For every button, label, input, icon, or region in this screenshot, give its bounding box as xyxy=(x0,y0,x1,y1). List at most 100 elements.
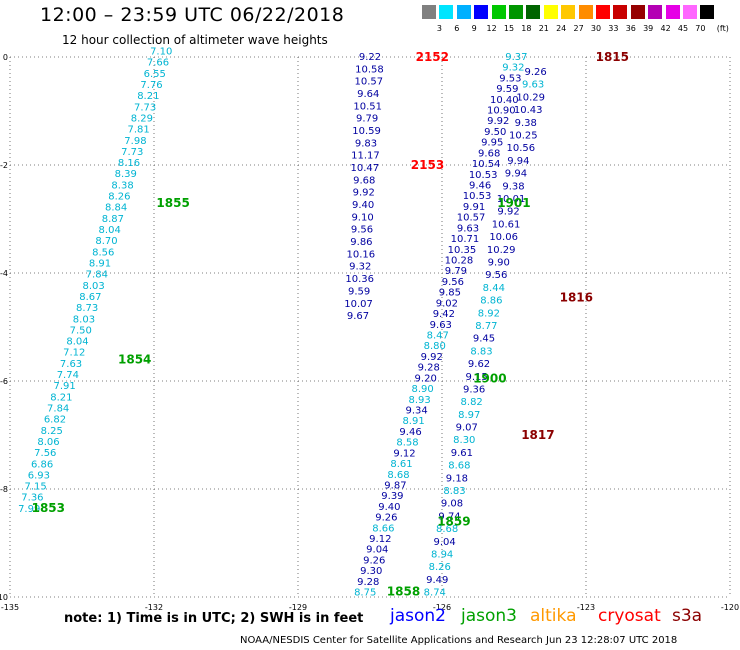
y-tick-label: -2 xyxy=(0,161,8,170)
track-b-value-label: 9.32 xyxy=(349,262,371,273)
track-c-value-label: 10.54 xyxy=(472,159,501,170)
track-d-value-label: 9.56 xyxy=(485,270,507,281)
track-d-value-label: 8.82 xyxy=(461,397,483,408)
track-b-value-label: 10.36 xyxy=(345,274,374,285)
track-c-value-label: 9.40 xyxy=(378,502,400,513)
track-d-value-label: 9.63 xyxy=(522,80,544,91)
track-c-value-label: 9.95 xyxy=(481,138,503,149)
colorbar-swatch xyxy=(700,5,715,19)
track-c-value-label: 8.58 xyxy=(396,438,418,449)
track-d-value-label: 8.92 xyxy=(478,308,500,319)
colorbar-label: 70 xyxy=(695,24,706,33)
colorbar-swatch xyxy=(491,5,506,19)
pass-time-label: 2153 xyxy=(411,158,444,172)
track-c-value-label: 8.91 xyxy=(402,416,424,427)
track-d-value-label: 10.29 xyxy=(516,92,545,103)
track-d-value-label: 9.94 xyxy=(505,169,527,180)
track-d-value-label: 10.61 xyxy=(492,219,521,230)
track-c-value-label: 8.66 xyxy=(372,523,394,534)
track-b-value-label: 9.83 xyxy=(355,138,377,149)
track-c-value-label: 10.35 xyxy=(448,245,477,256)
colorbar-swatch xyxy=(439,5,454,19)
colorbar-label: 45 xyxy=(677,24,689,33)
colorbar-swatch xyxy=(665,5,680,19)
track-a-value-label: 8.25 xyxy=(41,426,63,437)
track-c-value-label: 9.63 xyxy=(457,223,479,234)
track-a-value-label: 7.36 xyxy=(21,493,43,504)
track-d-value-label: 10.29 xyxy=(487,245,516,256)
track-a-value-label: 8.03 xyxy=(73,314,95,325)
track-a-value-label: 8.84 xyxy=(105,203,127,214)
track-d-value-label: 8.68 xyxy=(448,461,470,472)
y-tick-label: 0 xyxy=(3,53,8,62)
colorbar-label: 24 xyxy=(556,24,567,33)
pass-time-label: 1858 xyxy=(387,585,420,599)
track-b-value-label: 9.86 xyxy=(350,237,372,248)
track-c-value-label: 10.53 xyxy=(469,170,498,181)
track-c-value-label: 9.59 xyxy=(496,84,518,95)
track-b-value-label: 10.51 xyxy=(353,101,382,112)
track-d-value-label: 8.26 xyxy=(429,562,451,573)
x-tick-label: -132 xyxy=(145,603,163,612)
track-a-value-label: 8.56 xyxy=(92,247,114,258)
colorbar-swatch xyxy=(648,5,663,19)
colorbar-swatch xyxy=(630,5,645,19)
track-d-value-label: 9.15 xyxy=(465,372,487,383)
track-a-value-label: 6.82 xyxy=(44,415,66,426)
track-d-value-label: 8.68 xyxy=(436,524,458,535)
track-a-value-label: 8.70 xyxy=(95,236,117,247)
track-d-value-label: 9.18 xyxy=(446,473,468,484)
track-c-value-label: 10.90 xyxy=(487,105,516,116)
track-c-value-label: 9.87 xyxy=(384,480,406,491)
track-c-value-label: 9.20 xyxy=(415,373,437,384)
track-a-value-label: 8.21 xyxy=(50,392,72,403)
track-d-value-label: 9.49 xyxy=(426,575,448,586)
track-b-value-label: 9.79 xyxy=(356,114,378,125)
colorbar-label: 6 xyxy=(454,24,460,33)
y-tick-label: -6 xyxy=(0,377,8,386)
track-c-value-label: 9.50 xyxy=(484,127,506,138)
pass-time-label: 1855 xyxy=(156,196,189,210)
track-c-value-label: 9.34 xyxy=(405,405,427,416)
colorbar-swatch xyxy=(613,5,628,19)
satellite-legend-altika: altika xyxy=(530,606,577,626)
track-b-value-label: 9.10 xyxy=(351,212,373,223)
track-b-value-label: 9.92 xyxy=(353,188,375,199)
track-d-value-label: 9.36 xyxy=(463,384,485,395)
pass-time-label: 1901 xyxy=(497,196,530,210)
track-c-value-label: 10.53 xyxy=(463,191,492,202)
track-b-value-label: 11.17 xyxy=(351,151,380,162)
track-c-value-label: 8.75 xyxy=(354,588,376,599)
track-a-value-label: 6.93 xyxy=(28,470,50,481)
colorbar-label: 12 xyxy=(486,24,497,33)
track-c-value-label: 8.47 xyxy=(427,330,449,341)
track-c-value-label: 8.90 xyxy=(412,384,434,395)
track-c-value-label: 9.37 xyxy=(505,52,527,63)
track-a-value-label: 7.73 xyxy=(134,102,156,113)
colorbar-unit: (ft) xyxy=(716,24,729,33)
track-c-value-label: 9.91 xyxy=(463,202,485,213)
pass-time-label: 1859 xyxy=(437,514,470,528)
track-d-value-label: 10.01 xyxy=(497,194,526,205)
track-b-value-label: 10.59 xyxy=(352,126,381,137)
track-d-value-label: 9.62 xyxy=(468,359,490,370)
track-a-value-label: 7.98 xyxy=(124,136,146,147)
track-c-value-label: 9.46 xyxy=(399,427,421,438)
track-a-value-label: 6.86 xyxy=(31,459,53,470)
colorbar-swatch xyxy=(596,5,610,19)
track-d-value-label: 8.83 xyxy=(443,486,465,497)
track-c-value-label: 9.28 xyxy=(357,577,379,588)
track-d-value-label: 10.56 xyxy=(507,143,536,154)
track-a-value-label: 8.03 xyxy=(82,281,104,292)
track-a-value-label: 7.12 xyxy=(63,348,85,359)
y-tick-label: -10 xyxy=(0,593,8,602)
track-a-value-label: 8.26 xyxy=(108,192,130,203)
track-c-value-label: 9.02 xyxy=(436,298,458,309)
track-b-value-label: 10.57 xyxy=(355,77,384,88)
pass-time-label: 1816 xyxy=(560,290,593,304)
track-c-value-label: 8.93 xyxy=(408,395,430,406)
track-d-value-label: 10.25 xyxy=(509,131,538,142)
track-a-value-label: 8.73 xyxy=(76,303,98,314)
track-a-value-label: 7.10 xyxy=(150,47,172,58)
track-a-value-label: 8.04 xyxy=(99,225,121,236)
